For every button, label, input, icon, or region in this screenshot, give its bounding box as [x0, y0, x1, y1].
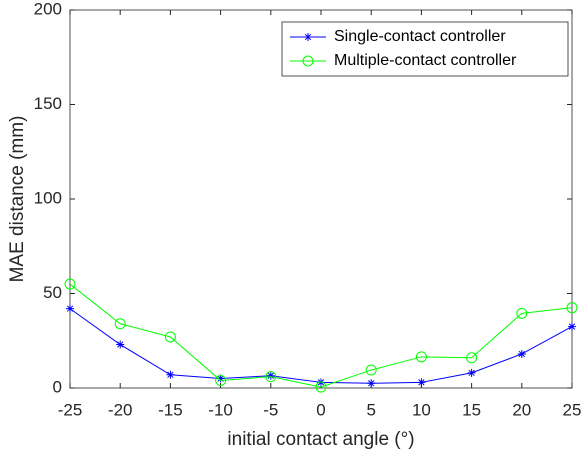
marker: [116, 340, 125, 349]
marker: [114, 318, 126, 330]
marker: [517, 349, 526, 358]
marker: [365, 364, 377, 376]
x-tick-label: 15: [462, 400, 481, 419]
x-tick-label: -5: [263, 400, 278, 419]
marker: [516, 307, 528, 319]
legend-label: Multiple-contact controller: [334, 52, 517, 69]
marker: [367, 379, 376, 388]
marker: [304, 33, 312, 41]
marker: [166, 370, 175, 379]
marker: [164, 331, 176, 343]
marker: [216, 374, 225, 383]
marker: [315, 381, 327, 393]
x-tick-label: -25: [58, 400, 83, 419]
marker: [265, 371, 277, 383]
y-tick-label: 150: [34, 94, 62, 113]
marker: [64, 278, 76, 290]
y-tick-label: 50: [43, 283, 62, 302]
x-tick-label: -15: [158, 400, 183, 419]
legend-box: [281, 21, 569, 77]
y-tick-label: 200: [34, 0, 62, 18]
x-axis-label: initial contact angle (°): [227, 429, 414, 450]
marker: [266, 371, 275, 380]
marker: [415, 351, 427, 363]
x-tick-label: -20: [108, 400, 133, 419]
marker: [302, 55, 314, 67]
marker: [566, 302, 578, 314]
marker: [66, 304, 74, 313]
x-tick-label: 20: [512, 400, 531, 419]
x-tick-label: 10: [412, 400, 431, 419]
x-tick-label: 25: [563, 400, 582, 419]
marker: [466, 352, 478, 364]
y-tick-label: 100: [34, 188, 62, 207]
x-tick-label: -10: [208, 400, 233, 419]
marker: [568, 322, 576, 331]
marker: [215, 374, 227, 386]
marker: [417, 378, 426, 387]
x-tick-label: 0: [316, 400, 325, 419]
y-axis-label: MAE distance (mm): [7, 116, 28, 283]
series-line: [69, 283, 573, 388]
legend-label: Single-contact controller: [334, 28, 506, 45]
marker: [467, 368, 476, 377]
x-tick-label: 5: [366, 400, 375, 419]
y-tick-label: 0: [53, 377, 62, 396]
